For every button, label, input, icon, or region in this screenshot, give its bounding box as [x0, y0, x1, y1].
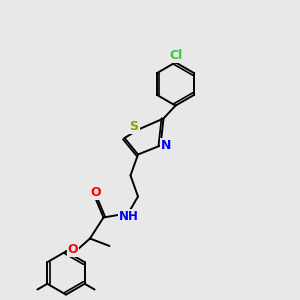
- Text: N: N: [161, 139, 172, 152]
- Text: O: O: [68, 243, 78, 256]
- Text: O: O: [90, 186, 101, 200]
- Text: NH: NH: [119, 209, 139, 223]
- Text: S: S: [130, 120, 139, 133]
- Text: Cl: Cl: [169, 49, 182, 62]
